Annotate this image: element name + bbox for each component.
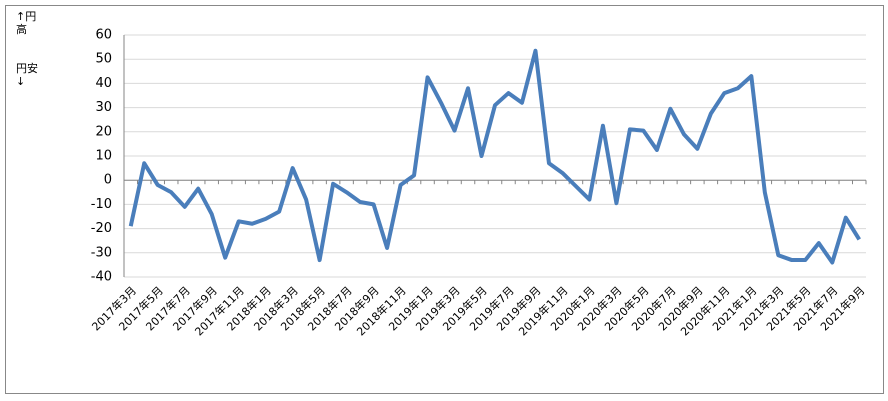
y-tick-label: 40 — [95, 76, 112, 91]
chart-border — [5, 5, 884, 394]
y-tick-label: -10 — [91, 197, 112, 212]
y-tick-label: 0 — [104, 173, 112, 188]
data-line — [128, 48, 861, 265]
y-tick-label: 30 — [95, 100, 112, 115]
y-tick-label: -40 — [91, 270, 112, 285]
y-tick-label: 10 — [95, 149, 112, 164]
y-tick-label: -30 — [91, 245, 112, 260]
annotation-up: ↑円高 — [16, 10, 37, 36]
y-tick-label: 60 — [95, 28, 112, 43]
y-tick-label: -20 — [91, 221, 112, 236]
annotation-down: 円安↓ — [16, 62, 38, 88]
y-tick-label: 50 — [95, 52, 112, 67]
y-tick-label: 20 — [95, 124, 112, 139]
